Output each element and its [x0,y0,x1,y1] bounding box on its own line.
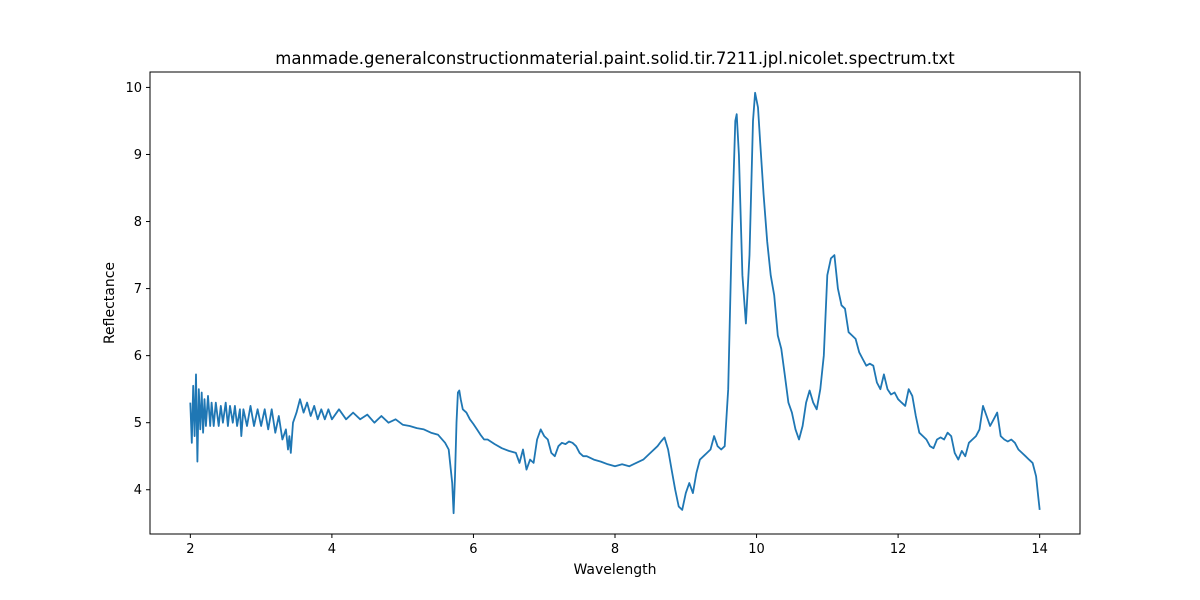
y-tick-label: 9 [134,148,142,163]
y-axis: 4 5 6 7 8 9 10 [125,81,150,498]
x-axis-title: Wavelength [573,562,656,578]
chart-title: manmade.generalconstructionmaterial.pain… [275,49,955,68]
plot-background [150,72,1080,534]
y-tick-label: 7 [134,282,142,297]
x-tick-label: 10 [748,542,765,557]
x-tick-label: 2 [186,542,194,557]
y-tick-label: 6 [134,349,142,364]
series-group [189,91,1041,515]
plot-area [149,71,1081,535]
y-axis-title: Reflectance [102,262,118,344]
y-tick-label: 4 [134,483,142,498]
x-axis: 2 4 6 8 10 12 14 [186,534,1048,557]
x-tick-label: 8 [611,542,619,557]
x-tick-label: 12 [890,542,907,557]
x-tick-label: 6 [469,542,477,557]
y-tick-label: 8 [134,215,142,230]
y-tick-label: 10 [125,81,142,96]
y-tick-label: 5 [134,416,142,431]
x-tick-label: 14 [1031,542,1048,557]
x-tick-label: 4 [328,542,336,557]
series-line-0 [189,91,1041,515]
